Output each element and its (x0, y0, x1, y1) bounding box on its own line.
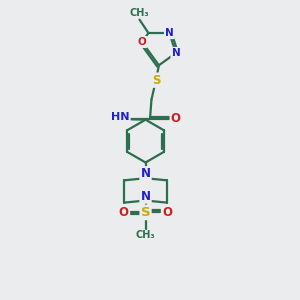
Text: HN: HN (111, 112, 130, 122)
Text: N: N (140, 190, 151, 202)
Text: CH₃: CH₃ (136, 230, 155, 240)
Text: O: O (138, 37, 146, 47)
Text: CH₃: CH₃ (130, 8, 149, 18)
Text: N: N (172, 48, 180, 58)
Text: O: O (119, 206, 129, 219)
Text: N: N (140, 167, 151, 180)
Text: N: N (165, 28, 174, 38)
Text: S: S (141, 206, 150, 219)
Text: S: S (152, 74, 160, 87)
Text: O: O (162, 206, 172, 219)
Text: O: O (171, 112, 181, 125)
